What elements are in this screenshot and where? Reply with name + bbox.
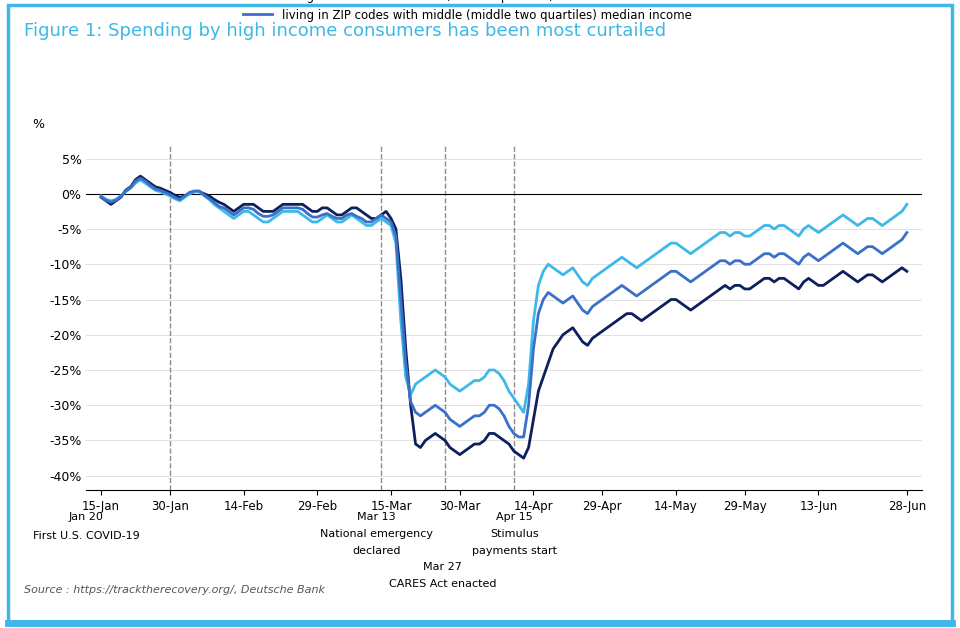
Text: Jan 20: Jan 20 [69, 512, 104, 522]
Text: National emergency: National emergency [321, 529, 433, 539]
Text: declared: declared [352, 546, 401, 556]
Text: Source : https://tracktherecovery.org/, Deutsche Bank: Source : https://tracktherecovery.org/, … [24, 585, 325, 595]
Text: payments start: payments start [471, 546, 557, 556]
Text: Mar 13: Mar 13 [357, 512, 396, 522]
Text: Stimulus: Stimulus [490, 529, 539, 539]
Text: First U.S. COVID-19: First U.S. COVID-19 [33, 531, 140, 541]
Text: CARES Act enacted: CARES Act enacted [389, 579, 496, 589]
Text: Mar 27: Mar 27 [423, 562, 463, 572]
Text: Figure 1: Spending by high income consumers has been most curtailed: Figure 1: Spending by high income consum… [24, 22, 666, 40]
Text: %: % [32, 117, 44, 131]
Text: Apr 15: Apr 15 [495, 512, 533, 522]
Legend: living in ZIP codes with high (top quartile) median income, living in ZIP codes : living in ZIP codes with high (top quart… [243, 0, 691, 21]
